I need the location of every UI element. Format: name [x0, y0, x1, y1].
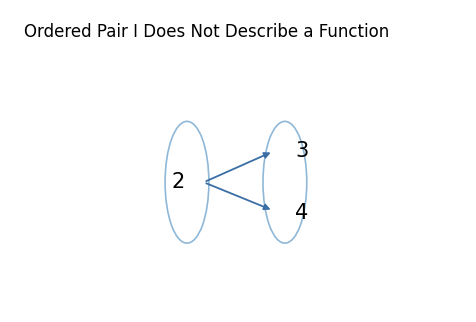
- Text: Ordered Pair I Does Not Describe a Function: Ordered Pair I Does Not Describe a Funct…: [24, 23, 388, 41]
- Text: 3: 3: [294, 141, 307, 161]
- Text: 4: 4: [294, 203, 307, 223]
- Text: 2: 2: [171, 172, 184, 192]
